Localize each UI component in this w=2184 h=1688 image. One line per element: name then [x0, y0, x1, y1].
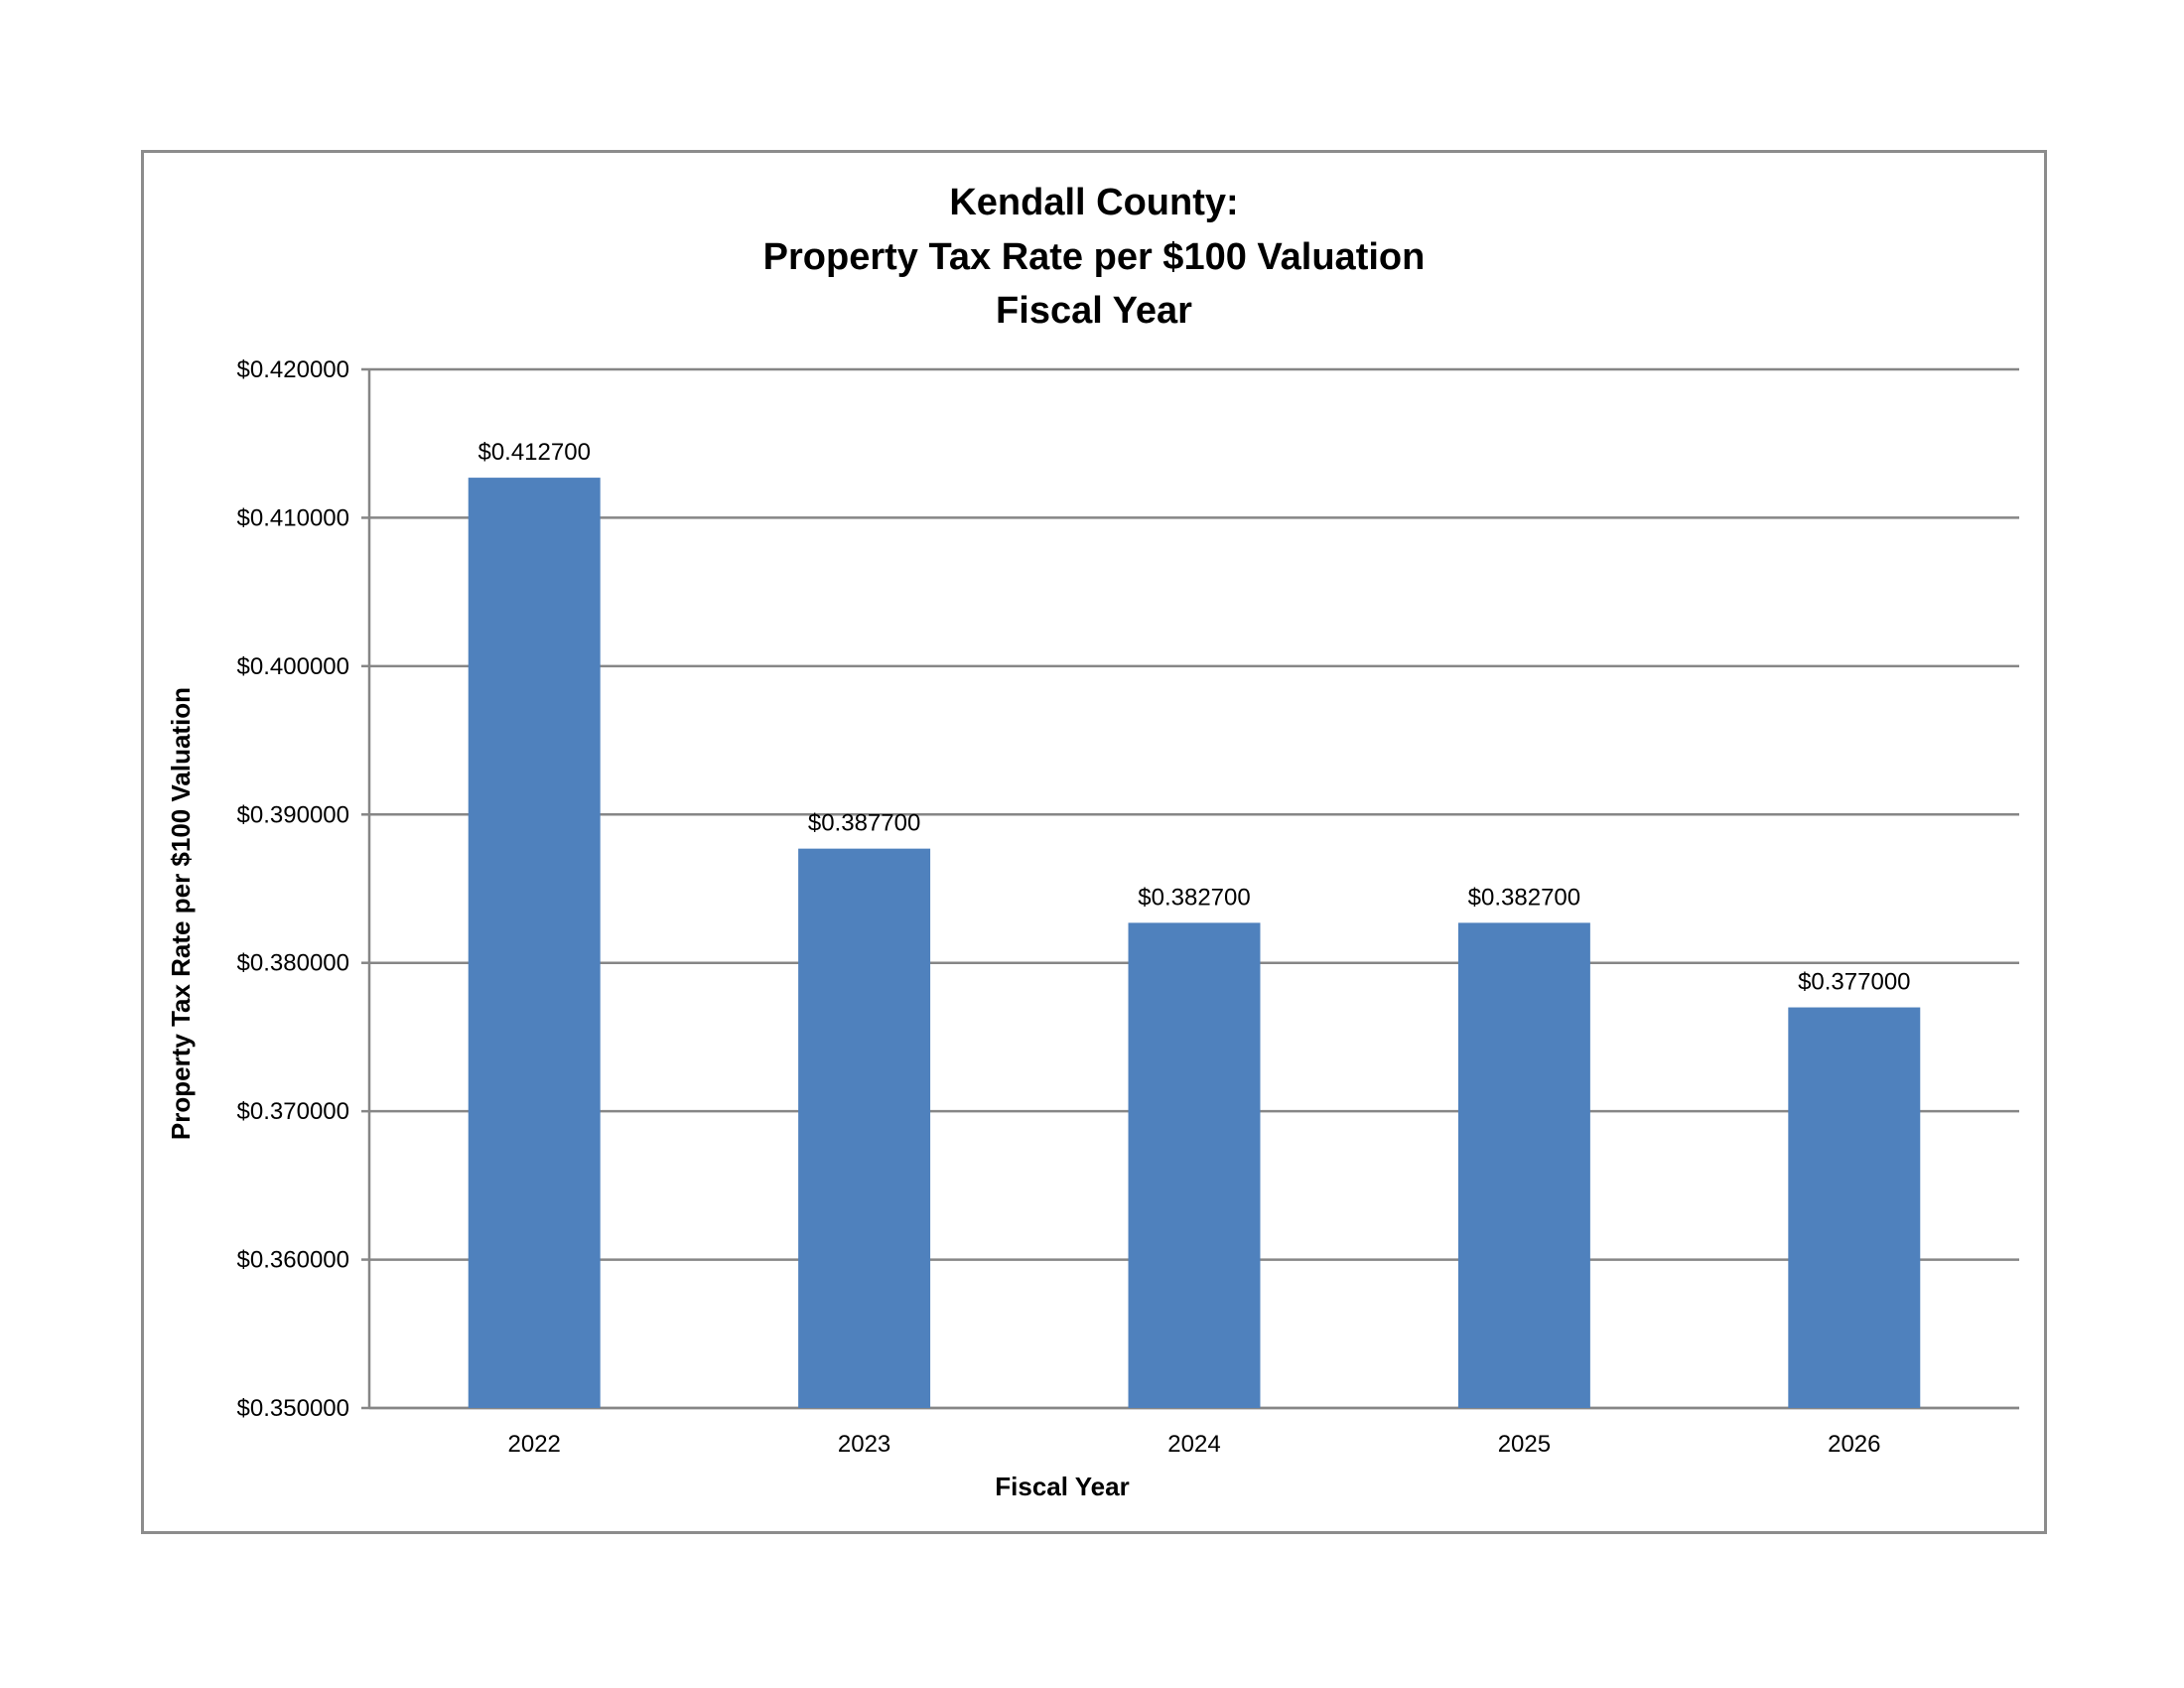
chart-title-line-3: Fiscal Year	[996, 290, 1192, 332]
bar-2025	[1457, 922, 1590, 1408]
y-tick-label: $0.350000	[237, 1395, 349, 1422]
chart-title-line-1: Kendall County:	[949, 182, 1238, 223]
y-tick-label: $0.400000	[237, 653, 349, 680]
chart-svg: Kendall County: Property Tax Rate per $10…	[166, 182, 2019, 1501]
x-tick-label: 2024	[1167, 1431, 1220, 1458]
bar-2023	[798, 848, 931, 1408]
x-tick-labels: 2022 2023 2024 2025 2026	[508, 1431, 1881, 1458]
y-tick-label: $0.380000	[237, 950, 349, 977]
y-tick-label: $0.370000	[237, 1098, 349, 1125]
y-tick-label: $0.390000	[237, 801, 349, 828]
bar-2022	[468, 478, 601, 1408]
x-axis-title: Fiscal Year	[995, 1472, 1129, 1501]
data-label-2026: $0.377000	[1798, 969, 1910, 996]
chart-frame: Kendall County: Property Tax Rate per $10…	[141, 150, 2047, 1534]
y-tick-labels: $0.350000 $0.360000 $0.370000 $0.380000 $0.3…	[237, 356, 349, 1422]
bar-2026	[1788, 1007, 1921, 1408]
chart-title-line-2: Property Tax Rate per $100 Valuation	[763, 236, 1426, 278]
y-axis-title: Property Tax Rate per $100 Valuation	[166, 687, 196, 1140]
data-label-2024: $0.382700	[1138, 884, 1250, 911]
bars	[468, 478, 1921, 1408]
x-tick-label: 2026	[1828, 1431, 1880, 1458]
data-labels: $0.412700 $0.387700 $0.382700 $0.382700 $0.3…	[478, 439, 1910, 995]
y-tick-label: $0.410000	[237, 504, 349, 531]
data-label-2025: $0.382700	[1468, 884, 1580, 911]
chart-title: Kendall County: Property Tax Rate per $10…	[763, 182, 1426, 332]
data-label-2023: $0.387700	[808, 810, 920, 837]
x-tick-label: 2022	[508, 1431, 561, 1458]
y-tick-label: $0.420000	[237, 356, 349, 383]
y-tick-label: $0.360000	[237, 1247, 349, 1274]
x-tick-label: 2025	[1498, 1431, 1551, 1458]
x-tick-label: 2023	[838, 1431, 890, 1458]
data-label-2022: $0.412700	[478, 439, 590, 466]
bar-2024	[1128, 922, 1261, 1408]
